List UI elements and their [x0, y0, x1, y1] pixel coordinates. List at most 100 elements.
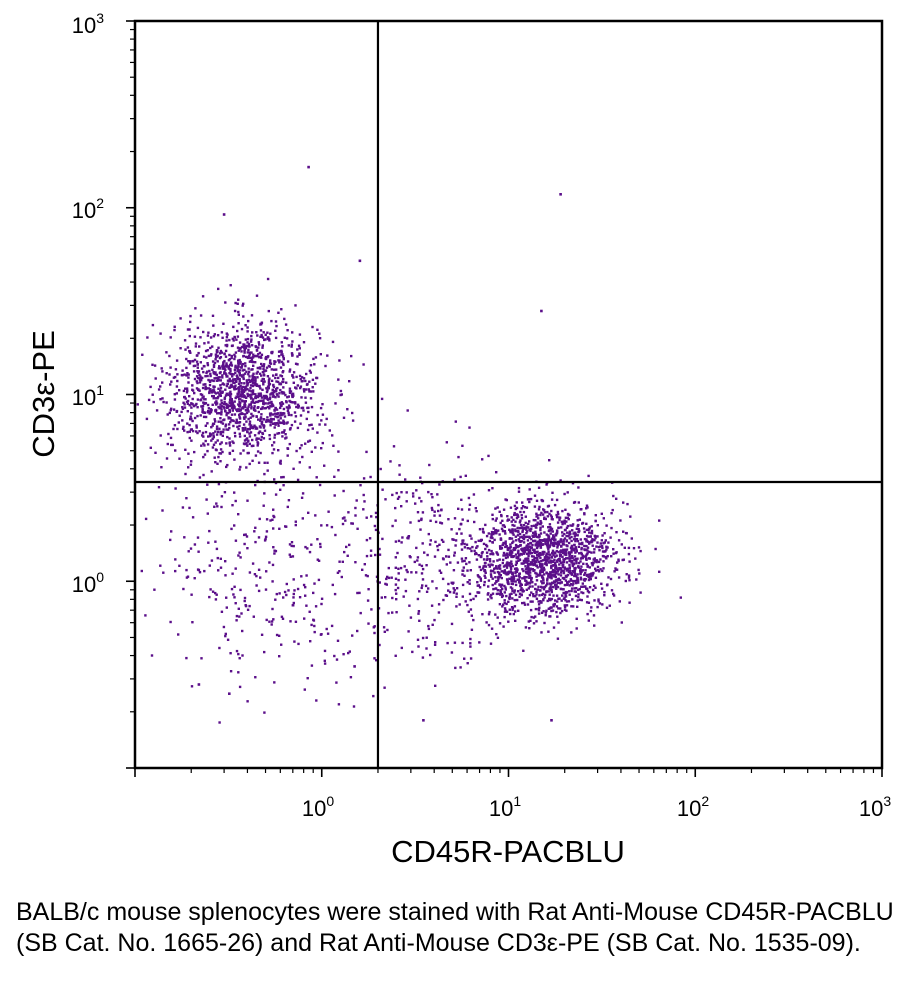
event-dot	[528, 528, 531, 531]
event-dot	[343, 550, 346, 554]
event-dot	[479, 568, 483, 572]
event-dot	[271, 418, 274, 421]
event-dot	[555, 515, 559, 519]
event-dot	[470, 537, 473, 540]
event-dot	[280, 401, 283, 404]
event-dot	[248, 423, 252, 426]
event-dot	[233, 335, 236, 339]
event-dot	[562, 571, 566, 575]
event-dot	[296, 587, 300, 591]
event-dot	[268, 419, 271, 422]
event-dot	[275, 393, 279, 396]
event-dot	[261, 388, 264, 391]
event-dot	[519, 510, 522, 514]
event-dot	[267, 309, 270, 313]
event-dot	[505, 553, 508, 556]
event-dot	[588, 531, 591, 534]
event-dot	[450, 651, 454, 654]
event-dot	[263, 397, 266, 400]
event-dot	[256, 370, 259, 374]
event-dot	[230, 587, 234, 591]
event-dot	[239, 362, 242, 365]
event-dot	[221, 434, 224, 437]
event-dot	[288, 442, 291, 446]
event-dot	[238, 409, 241, 413]
event-dot	[336, 571, 340, 574]
event-dot	[562, 558, 565, 561]
event-dot	[523, 603, 527, 606]
event-dot	[238, 400, 241, 404]
event-dot	[591, 564, 594, 567]
event-dot	[431, 623, 434, 626]
event-dot	[559, 587, 563, 591]
event-dot	[198, 430, 201, 433]
event-dot	[136, 403, 139, 406]
event-dot	[270, 400, 273, 404]
event-dot	[351, 634, 354, 637]
event-dot	[225, 375, 228, 378]
event-dot	[211, 590, 215, 593]
event-dot	[522, 524, 526, 527]
event-dot	[232, 378, 235, 381]
event-dot	[480, 552, 484, 555]
event-dot	[527, 570, 530, 574]
event-dot	[417, 610, 421, 613]
event-dot	[301, 492, 305, 495]
event-dot	[559, 571, 563, 574]
event-dot	[524, 561, 527, 564]
event-dot	[397, 567, 400, 570]
event-dot	[525, 525, 528, 528]
event-dot	[596, 541, 599, 544]
event-dot	[250, 314, 254, 317]
event-dot	[582, 527, 586, 530]
event-dot	[242, 302, 245, 305]
event-dot	[256, 450, 260, 453]
event-dot	[199, 375, 202, 378]
event-dot	[278, 361, 281, 364]
event-dot	[247, 417, 250, 421]
event-dot	[261, 431, 264, 435]
event-dot	[173, 398, 177, 401]
event-dot	[229, 369, 232, 373]
event-dot	[582, 591, 585, 595]
event-dot	[257, 589, 261, 593]
event-dot	[562, 569, 565, 573]
event-dot	[533, 551, 537, 554]
event-dot	[556, 521, 560, 524]
event-dot	[296, 426, 300, 430]
event-dot	[251, 459, 254, 462]
event-dot	[196, 536, 200, 539]
event-dot	[186, 430, 189, 434]
event-dot	[290, 423, 294, 427]
event-dot	[277, 424, 280, 427]
event-dot	[519, 519, 522, 522]
event-dot	[189, 463, 193, 466]
event-dot	[225, 442, 228, 445]
x-tick-labels: 100 101 102 103	[302, 793, 891, 821]
event-dot	[342, 653, 345, 656]
event-dot	[561, 521, 565, 524]
event-dot	[511, 606, 515, 610]
event-dot	[568, 584, 571, 587]
event-dot	[235, 418, 238, 421]
event-dot	[162, 571, 165, 574]
event-dot	[276, 432, 279, 435]
event-dot	[539, 526, 542, 529]
event-dot	[243, 596, 247, 600]
event-dot	[222, 405, 225, 409]
event-dot	[209, 388, 212, 391]
event-dot	[257, 461, 261, 464]
event-dot	[568, 554, 571, 557]
event-dot	[570, 539, 573, 543]
event-dot	[211, 424, 214, 427]
event-dot	[287, 589, 290, 592]
event-dot	[370, 608, 373, 611]
event-dot	[241, 429, 245, 432]
event-dot	[296, 348, 299, 351]
event-dot	[436, 493, 439, 496]
event-dot	[520, 583, 523, 586]
event-dot	[276, 412, 279, 415]
event-dot	[309, 364, 313, 367]
event-dot	[174, 558, 177, 561]
event-dot	[587, 573, 590, 576]
